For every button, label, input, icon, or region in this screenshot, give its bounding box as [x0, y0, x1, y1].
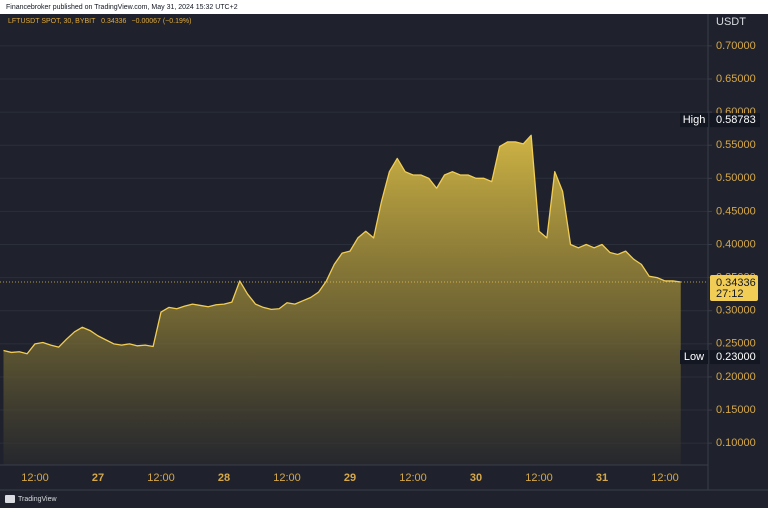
annotation-text: High	[683, 114, 706, 126]
x-tick-label: 12:00	[273, 472, 301, 484]
current-price-label: 0.34336	[716, 277, 756, 289]
symbol: LFTUSDT SPOT, 30, BYBIT	[8, 18, 96, 25]
y-tick-label: 0.20000	[716, 371, 756, 383]
logo-icon	[5, 495, 15, 503]
attribution-bar	[0, 0, 768, 14]
area-fill	[3, 135, 681, 465]
current-price-badge	[710, 275, 758, 302]
y-tick-label: 0.30000	[716, 305, 756, 317]
annotation-tag	[680, 113, 708, 128]
legend: LFTUSDT SPOT, 30, BYBIT 0.34336 −0.00067…	[8, 18, 191, 25]
last-price: 0.34336	[101, 18, 126, 25]
y-tick-label: 0.45000	[716, 205, 756, 217]
annotation-text: Low	[684, 351, 704, 363]
y-tick-label: 0.65000	[716, 73, 756, 85]
y-tick-label: 0.50000	[716, 172, 756, 184]
x-tick-label: 30	[470, 472, 482, 484]
y-tick-label: 0.25000	[716, 338, 756, 350]
x-tick-label: 12:00	[525, 472, 553, 484]
annotation-value-bg	[710, 350, 760, 365]
price-change: −0.00067 (−0.19%)	[132, 18, 192, 25]
y-axis: 0.100000.150000.200000.250000.300000.350…	[708, 40, 756, 449]
y-tick-label: 0.10000	[716, 437, 756, 449]
attribution: Financebroker published on TradingView.c…	[6, 4, 238, 11]
x-tick-label: 12:00	[147, 472, 175, 484]
price-line	[3, 134, 681, 355]
y-tick-label: 0.70000	[716, 40, 756, 52]
countdown-label: 27:12	[716, 288, 744, 300]
x-tick-label: 12:00	[21, 472, 49, 484]
annotation-value-bg	[710, 113, 760, 128]
annotation-value: 0.58783	[716, 114, 756, 126]
x-tick-label: 29	[344, 472, 356, 484]
x-tick-label: 12:00	[651, 472, 679, 484]
x-tick-label: 27	[92, 472, 104, 484]
x-tick-label: 28	[218, 472, 230, 484]
annotation-value: 0.23000	[716, 351, 756, 363]
y-axis-title: USDT	[716, 16, 746, 28]
y-tick-label: 0.40000	[716, 238, 756, 250]
plot	[0, 134, 708, 465]
x-axis: 12:00 27 12:00 28 12:00 29 12:00 30 12:00 31 12:00	[21, 472, 679, 484]
x-tick-label: 12:00	[399, 472, 427, 484]
x-tick-label: 31	[596, 472, 608, 484]
y-tick-label: 0.55000	[716, 139, 756, 151]
y-tick-label: 0.15000	[716, 404, 756, 416]
footer-brand: TradingView	[18, 496, 57, 503]
annotation-tag	[680, 350, 708, 365]
